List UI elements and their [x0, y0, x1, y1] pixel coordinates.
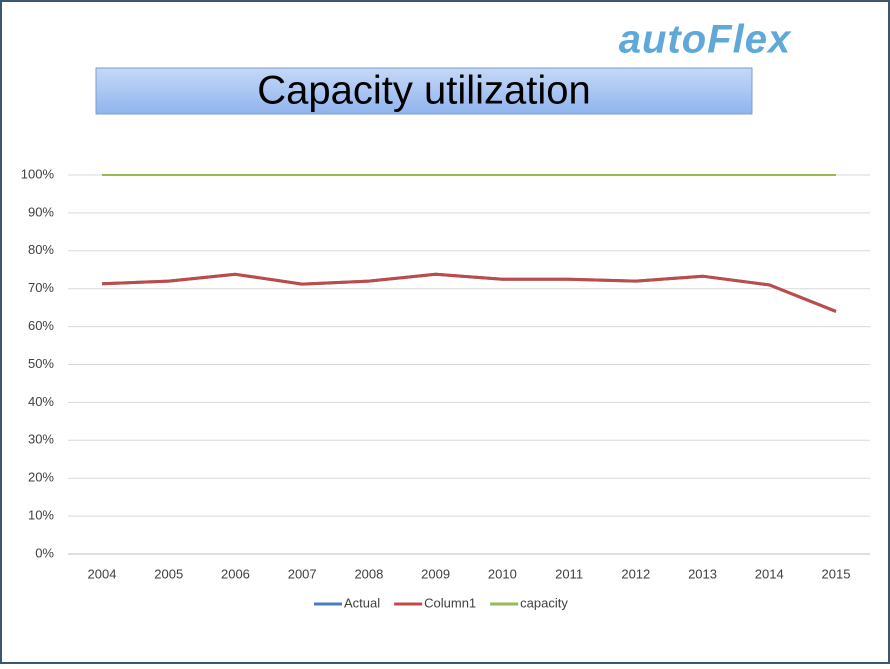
x-tick-label: 2011	[555, 566, 583, 581]
legend-label: Column1	[424, 595, 476, 610]
y-tick-label: 50%	[28, 356, 54, 371]
chart-title: Capacity utilization	[257, 69, 591, 113]
y-tick-label: 100%	[21, 166, 55, 181]
x-tick-label: 2004	[88, 566, 117, 581]
title-box	[95, 67, 753, 115]
x-tick-label: 2015	[822, 566, 851, 581]
x-tick-label: 2006	[221, 566, 250, 581]
y-tick-label: 30%	[28, 432, 54, 447]
logo: autoFlex	[619, 18, 792, 62]
legend-label: Actual	[344, 595, 380, 610]
y-tick-label: 60%	[28, 318, 54, 333]
y-tick-label: 80%	[28, 242, 54, 257]
y-tick-label: 20%	[28, 470, 54, 485]
y-tick-label: 0%	[35, 545, 54, 560]
x-tick-label: 2014	[755, 566, 784, 581]
x-tick-label: 2009	[421, 566, 450, 581]
x-tick-label: 2008	[354, 566, 383, 581]
x-tick-label: 2012	[621, 566, 650, 581]
series-line	[101, 272, 837, 313]
x-tick-label: 2010	[488, 566, 517, 581]
y-tick-label: 90%	[28, 204, 54, 219]
legend-label: capacity	[520, 595, 568, 610]
y-tick-label: 40%	[28, 394, 54, 409]
x-tick-label: 2007	[288, 566, 317, 581]
y-tick-label: 10%	[28, 508, 54, 523]
y-tick-label: 70%	[28, 280, 54, 295]
x-tick-label: 2013	[688, 566, 717, 581]
x-tick-label: 2005	[154, 566, 183, 581]
